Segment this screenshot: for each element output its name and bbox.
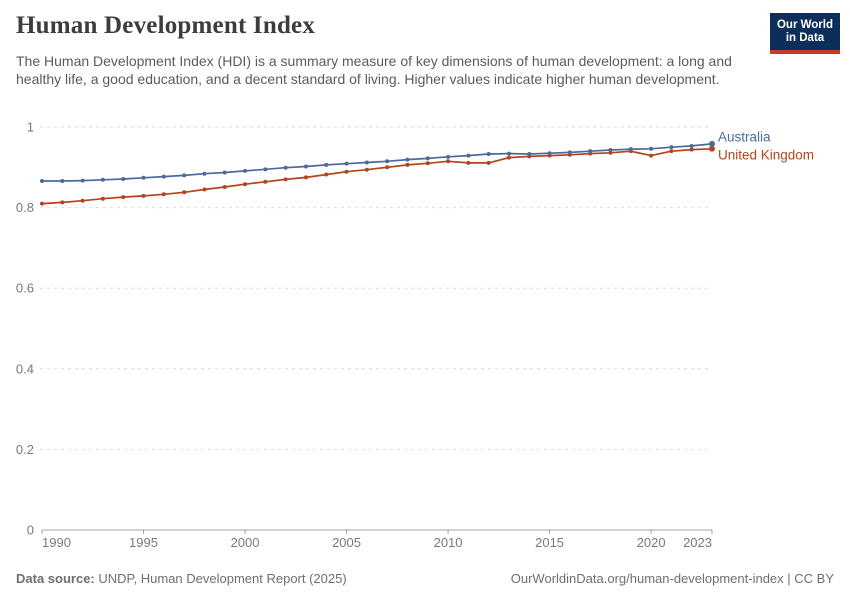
- y-axis-tick-label: 0.2: [16, 442, 34, 457]
- series-point: [567, 150, 572, 155]
- y-axis-tick-label: 0.6: [16, 281, 34, 296]
- series-point: [161, 192, 166, 197]
- owid-logo-box: Our World in Data: [770, 13, 840, 50]
- series-point: [263, 167, 268, 172]
- series-point: [405, 157, 410, 162]
- series-point: [202, 187, 207, 192]
- data-source-note: Data source: UNDP, Human Development Rep…: [16, 571, 347, 586]
- y-axis-tick-label: 0.8: [16, 200, 34, 215]
- series-point: [608, 147, 613, 152]
- attribution-link[interactable]: OurWorldinData.org/human-development-ind…: [510, 571, 834, 586]
- owid-logo-line1: Our World: [776, 19, 833, 31]
- series-point: [669, 149, 674, 154]
- series-point: [60, 179, 65, 184]
- x-axis-tick-label: 2010: [434, 535, 463, 550]
- series-label-united-kingdom: United Kingdom: [718, 147, 814, 162]
- series-point: [121, 176, 126, 181]
- series-point: [40, 201, 44, 206]
- series-point: [283, 177, 288, 182]
- x-axis-tick-label: 1990: [42, 535, 71, 550]
- series-point: [669, 145, 674, 150]
- series-point: [588, 149, 593, 154]
- series-point: [161, 174, 166, 179]
- series-point: [527, 152, 532, 157]
- series-point: [486, 160, 491, 165]
- y-axis-tick-label: 0.4: [16, 361, 34, 376]
- chart-subtitle: The Human Development Index (HDI) is a s…: [16, 53, 732, 87]
- owid-logo-line2: in Data: [785, 32, 825, 44]
- series-point: [222, 185, 227, 190]
- series-point: [344, 169, 349, 174]
- series-point: [608, 150, 613, 155]
- series-point: [385, 165, 390, 170]
- series-point: [446, 154, 451, 159]
- series-point: [60, 200, 65, 205]
- series-point: [344, 161, 349, 166]
- x-axis-tick-label: 1995: [129, 535, 158, 550]
- y-axis-tick-label: 0: [27, 523, 34, 538]
- series-point: [182, 190, 187, 195]
- x-axis-tick-label: 2000: [231, 535, 260, 550]
- series-point: [689, 143, 694, 148]
- series-point: [40, 179, 44, 184]
- series-point: [628, 147, 633, 152]
- series-point: [243, 182, 248, 187]
- series-point: [649, 153, 654, 158]
- x-axis-tick-label: 2020: [637, 535, 666, 550]
- series-line-australia: [42, 143, 713, 182]
- series-point: [466, 160, 471, 165]
- series-point: [425, 161, 430, 166]
- series-point: [80, 198, 85, 203]
- series-point: [486, 152, 491, 157]
- page-title: Human Development Index: [16, 12, 316, 39]
- data-source-text: UNDP, Human Development Report (2025): [94, 571, 347, 586]
- series-point: [141, 193, 146, 198]
- series-point: [100, 196, 105, 201]
- series-point: [405, 162, 410, 167]
- series-line-united-kingdom: [41, 147, 713, 205]
- series-point: [182, 173, 187, 178]
- series-point: [303, 175, 308, 180]
- series-point: [283, 165, 288, 170]
- series-point: [547, 151, 552, 156]
- series-point: [709, 145, 715, 152]
- series-point: [243, 168, 248, 173]
- series-point: [100, 177, 105, 182]
- series-point: [446, 159, 451, 164]
- owid-logo-red-strip: [770, 50, 840, 54]
- series-point: [303, 164, 308, 169]
- series-point: [466, 153, 471, 158]
- series-point: [121, 195, 126, 200]
- series-point: [263, 179, 268, 184]
- x-axis-tick-label: 2023: [683, 535, 712, 550]
- owid-logo: Our World in Data: [770, 13, 840, 54]
- series-point: [709, 140, 715, 147]
- series-point: [364, 160, 369, 165]
- y-axis-tick-label: 1: [27, 120, 34, 135]
- series-label-australia: Australia: [718, 129, 771, 144]
- series-point: [506, 155, 511, 160]
- x-axis-tick-label: 2015: [535, 535, 564, 550]
- series-point: [222, 170, 227, 175]
- data-source-label: Data source:: [16, 571, 95, 586]
- series-point: [689, 147, 694, 152]
- series-point: [324, 162, 329, 167]
- series-point: [80, 178, 85, 183]
- series-point: [385, 159, 390, 164]
- series-point: [324, 172, 329, 177]
- series-point: [425, 156, 430, 161]
- series-point: [141, 175, 146, 180]
- series-point: [364, 167, 369, 172]
- series-point: [649, 146, 654, 151]
- series-point: [506, 151, 511, 156]
- series-point: [202, 171, 207, 176]
- x-axis-tick-label: 2005: [332, 535, 361, 550]
